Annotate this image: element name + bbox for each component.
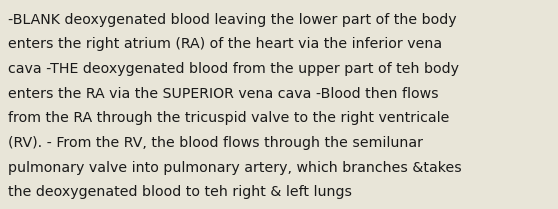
Text: enters the RA via the SUPERIOR vena cava -Blood then flows: enters the RA via the SUPERIOR vena cava… (8, 87, 439, 101)
Text: (RV). - From the RV, the blood flows through the semilunar: (RV). - From the RV, the blood flows thr… (8, 136, 424, 150)
Text: -BLANK deoxygenated blood leaving the lower part of the body: -BLANK deoxygenated blood leaving the lo… (8, 13, 457, 27)
Text: the deoxygenated blood to teh right & left lungs: the deoxygenated blood to teh right & le… (8, 185, 352, 199)
Text: enters the right atrium (RA) of the heart via the inferior vena: enters the right atrium (RA) of the hear… (8, 37, 442, 51)
Text: pulmonary valve into pulmonary artery, which branches &takes: pulmonary valve into pulmonary artery, w… (8, 161, 462, 175)
Text: cava -THE deoxygenated blood from the upper part of teh body: cava -THE deoxygenated blood from the up… (8, 62, 459, 76)
Text: from the RA through the tricuspid valve to the right ventricale: from the RA through the tricuspid valve … (8, 111, 450, 125)
